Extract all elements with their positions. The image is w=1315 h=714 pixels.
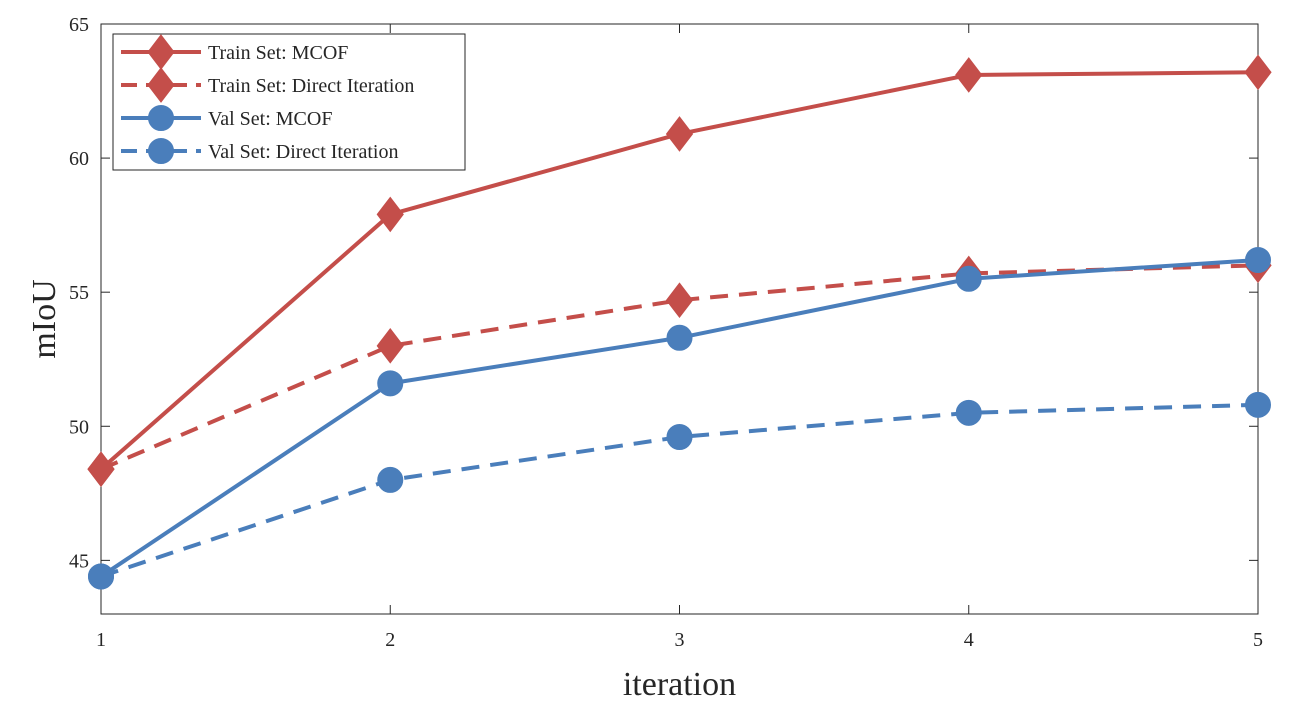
x-tick-label: 5 <box>1253 629 1263 651</box>
y-tick-label: 45 <box>69 550 89 572</box>
legend-entry: Train Set: Direct Iteration <box>121 67 414 103</box>
y-tick-label: 60 <box>69 148 89 170</box>
legend-entry: Val Set: Direct Iteration <box>121 138 399 164</box>
data-point <box>1245 391 1271 418</box>
series-1 <box>87 247 1272 488</box>
data-point <box>87 451 115 488</box>
legend-entry: Val Set: MCOF <box>121 105 332 131</box>
data-point <box>1245 247 1271 273</box>
data-point <box>377 370 404 397</box>
legend: Train Set: MCOF Train Set: Direct Iterati… <box>112 33 466 171</box>
x-tick-label: 3 <box>675 629 685 651</box>
legend-entry: Train Set: MCOF <box>121 34 348 70</box>
legend-marker <box>147 67 175 103</box>
data-point <box>377 466 404 493</box>
x-axis-title: iteration <box>623 666 736 703</box>
y-axis-title: mIoU <box>26 279 63 358</box>
x-tick-label: 4 <box>964 629 974 651</box>
data-point <box>88 563 114 590</box>
legend-label: Train Set: MCOF <box>208 42 348 64</box>
legend-marker <box>148 105 174 131</box>
data-point <box>376 196 404 233</box>
x-tick-label: 2 <box>385 629 395 651</box>
data-point <box>955 399 982 426</box>
data-point <box>1244 54 1272 91</box>
legend-label: Train Set: Direct Iteration <box>208 75 414 97</box>
series-3 <box>88 391 1271 590</box>
series-layer <box>87 54 1272 590</box>
y-tick-label: 50 <box>69 416 89 438</box>
x-tick-label: 1 <box>96 629 106 651</box>
data-point <box>665 116 694 152</box>
data-point <box>665 282 694 319</box>
legend-marker <box>148 138 174 164</box>
data-point <box>955 57 983 93</box>
data-point <box>666 324 693 351</box>
data-point <box>955 265 982 292</box>
legend-label: Val Set: Direct Iteration <box>208 141 399 163</box>
data-point <box>666 424 693 450</box>
data-point <box>376 327 404 364</box>
legend-label: Val Set: MCOF <box>208 108 332 130</box>
y-tick-label: 55 <box>69 282 89 304</box>
y-tick-label: 65 <box>69 14 89 36</box>
